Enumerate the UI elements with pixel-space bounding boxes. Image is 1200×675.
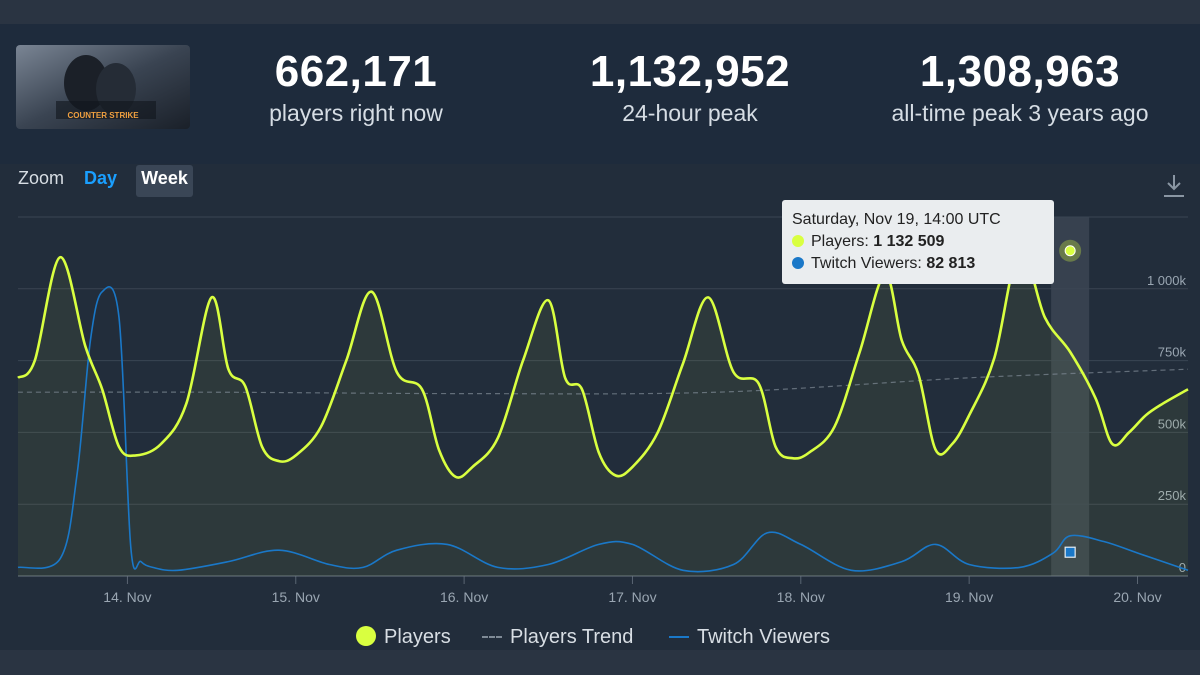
stats-header: COUNTER STRIKE 662,171 players right now… (0, 24, 1200, 164)
tooltip-players-value: 1 132 509 (873, 233, 945, 250)
peak-all-value: 1,308,963 (919, 47, 1121, 96)
twitch-dot-icon (792, 257, 804, 269)
highlight-players-point (1064, 245, 1076, 257)
tooltip-twitch-value: 82 813 (926, 255, 976, 272)
stat-all-time-peak: 1,308,963 all-time peak 3 years ago (868, 46, 1172, 128)
x-tick-label: 18. Nov (777, 589, 825, 605)
x-tick-label: 20. Nov (1113, 589, 1161, 605)
twitch-legend-icon (669, 636, 689, 638)
y-tick-label: 500k (1158, 416, 1187, 431)
peak-24h-label: 24-hour peak (622, 100, 758, 126)
chart-tooltip: Saturday, Nov 19, 14:00 UTC Players: 1 1… (782, 200, 1054, 284)
logo-text: COUNTER STRIKE (67, 111, 139, 120)
y-tick-label: 1 000k (1147, 273, 1187, 288)
x-tick-label: 16. Nov (440, 589, 488, 605)
legend-players-label: Players (384, 626, 451, 648)
hover-band (1051, 217, 1090, 576)
tooltip-twitch-row: Twitch Viewers: 82 813 (792, 255, 975, 273)
peak-all-label: all-time peak 3 years ago (891, 100, 1149, 126)
tooltip-title: Saturday, Nov 19, 14:00 UTC (792, 211, 1001, 228)
twitch-viewers-line (17, 286, 1189, 573)
players-line (17, 248, 1189, 479)
zoom-week-button[interactable]: Week (136, 165, 193, 197)
game-logo: COUNTER STRIKE (16, 45, 190, 129)
legend-twitch[interactable]: Twitch Viewers (669, 626, 830, 649)
tooltip-twitch-label: Twitch Viewers: (811, 255, 922, 272)
players-dot-icon (792, 235, 804, 247)
legend-twitch-label: Twitch Viewers (697, 626, 831, 648)
stat-24h-peak: 1,132,952 24-hour peak (560, 46, 820, 128)
stat-players-now: 662,171 players right now (230, 46, 482, 128)
y-tick-label: 0 (1179, 560, 1186, 575)
x-tick-label: 17. Nov (608, 589, 656, 605)
players-legend-icon (356, 626, 376, 646)
legend-players[interactable]: Players (356, 626, 451, 649)
trend-legend-icon (482, 636, 502, 638)
tooltip-players-label: Players: (811, 233, 869, 250)
x-axis-ticks: 14. Nov 15. Nov 16. Nov 17. Nov 18. Nov 19. N… (18, 575, 1188, 605)
top-bar (0, 0, 1200, 24)
player-chart[interactable]: 0 250k 500k 750k 1 000k 14. Nov 15. Nov 16. No… (0, 164, 1200, 650)
x-tick-label: 14. Nov (103, 589, 151, 605)
zoom-label: Zoom (18, 168, 65, 188)
tooltip-players-row: Players: 1 132 509 (792, 233, 944, 251)
highlight-twitch-point (1064, 546, 1076, 558)
download-icon[interactable] (1160, 172, 1188, 200)
legend-trend-label: Players Trend (510, 626, 634, 648)
zoom-day-button[interactable]: Day (84, 168, 118, 188)
y-axis-ticks: 0 250k 500k 750k 1 000k (1147, 273, 1187, 575)
y-tick-label: 750k (1158, 345, 1187, 360)
players-trend-line (17, 368, 1189, 395)
x-tick-label: 19. Nov (945, 589, 993, 605)
y-tick-label: 250k (1158, 488, 1187, 503)
bottom-bar (0, 650, 1200, 675)
players-now-label: players right now (269, 100, 443, 126)
legend-trend[interactable]: Players Trend (482, 626, 633, 649)
x-tick-label: 15. Nov (272, 589, 320, 605)
players-area (18, 249, 1188, 576)
players-now-value: 662,171 (274, 47, 438, 96)
peak-24h-value: 1,132,952 (589, 47, 791, 96)
